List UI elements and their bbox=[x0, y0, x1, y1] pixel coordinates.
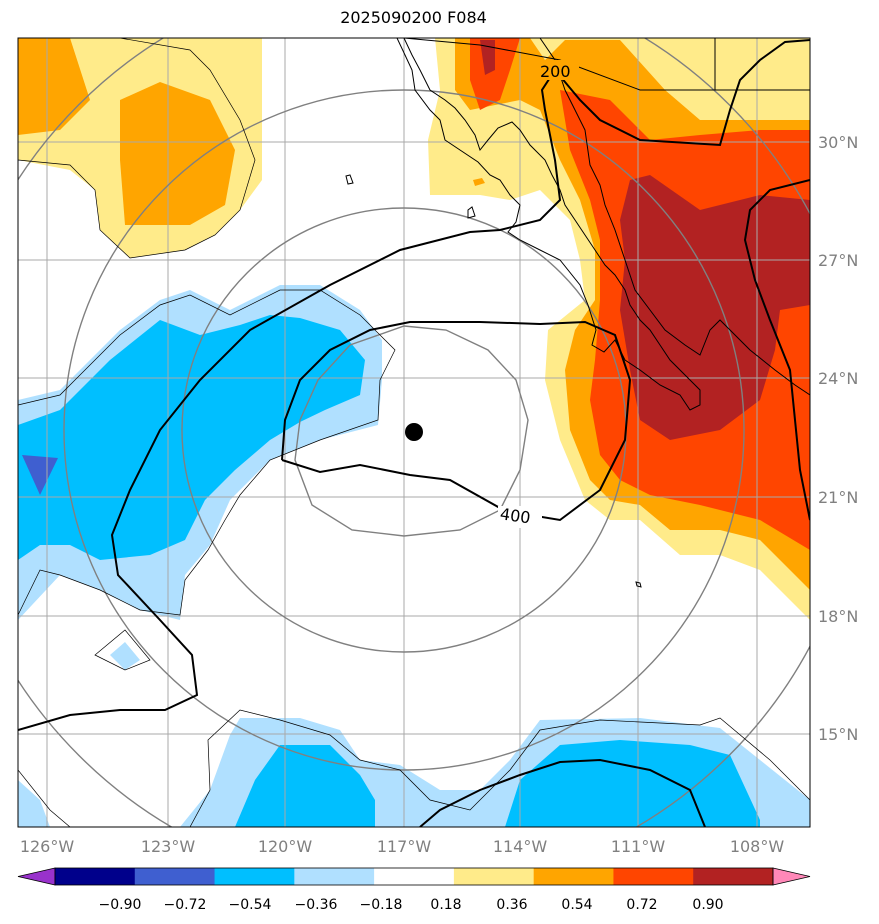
boundary-us-mexico bbox=[403, 38, 810, 91]
contour-400 bbox=[18, 39, 810, 731]
fill-lightblue-small bbox=[110, 642, 140, 670]
latitude-labels: 30°N 27°N 24°N 21°N 18°N 15°N bbox=[818, 133, 858, 744]
lat-label-15n: 15°N bbox=[818, 725, 858, 744]
outline-south bbox=[18, 709, 810, 827]
fill-firebrick-gulf bbox=[480, 40, 810, 440]
colorbar-label-neg-072: −0.72 bbox=[164, 897, 207, 913]
map-frame bbox=[17, 37, 811, 828]
colorbar-label-neg-036: −0.36 bbox=[295, 897, 338, 913]
lat-label-18n: 18°N bbox=[818, 607, 858, 626]
colorbar-label-054: 0.54 bbox=[561, 897, 592, 913]
lon-label-111w: 111°W bbox=[611, 837, 666, 856]
map-title: 2025090200 F084 bbox=[340, 8, 487, 27]
negative-anomaly-fills bbox=[18, 285, 810, 827]
colorbar-segment bbox=[453, 868, 535, 885]
map-area bbox=[18, 38, 810, 827]
outline-small-sw bbox=[94, 629, 151, 671]
colorbar-tick-labels: −0.90 −0.72 −0.54 −0.36 −0.18 0.18 0.36 … bbox=[99, 897, 724, 913]
lon-label-120w: 120°W bbox=[258, 837, 313, 856]
fill-orange-small bbox=[473, 178, 485, 186]
colorbar-segment bbox=[374, 868, 455, 885]
colorbar bbox=[17, 867, 811, 886]
colorbar-label-neg-054: −0.54 bbox=[229, 897, 272, 913]
colorbar-label-036: 0.36 bbox=[496, 897, 527, 913]
lat-label-27n: 27°N bbox=[818, 251, 858, 270]
island-3 bbox=[635, 581, 642, 588]
colorbar-frame bbox=[54, 867, 774, 886]
anomaly-outlines bbox=[18, 38, 810, 827]
fill-deepblue-south bbox=[235, 740, 760, 827]
lon-label-114w: 114°W bbox=[493, 837, 548, 856]
lon-label-126w: 126°W bbox=[20, 837, 75, 856]
range-ring-outer bbox=[63, 89, 745, 771]
colorbar-label-018: 0.18 bbox=[430, 897, 461, 913]
outline-nw bbox=[18, 38, 256, 259]
coastlines bbox=[345, 38, 810, 588]
colorbar-label-090: 0.90 bbox=[692, 897, 723, 913]
contour-label-400: 400 bbox=[499, 504, 532, 527]
island-1 bbox=[345, 174, 354, 185]
outline-west bbox=[18, 289, 396, 616]
contour-400-inner bbox=[281, 320, 632, 522]
contour-label-200-bg bbox=[537, 60, 579, 80]
fill-orange-nw-2 bbox=[120, 82, 235, 225]
colorbar-segment bbox=[533, 868, 614, 885]
lon-label-108w: 108°W bbox=[730, 837, 785, 856]
colorbar-label-072: 0.72 bbox=[626, 897, 657, 913]
colorbar-segment bbox=[294, 868, 375, 885]
contour-label-400-bg bbox=[498, 506, 542, 528]
colorbar-label-neg-018: −0.18 bbox=[360, 897, 403, 913]
lon-label-117w: 117°W bbox=[377, 837, 432, 856]
contour-right bbox=[743, 179, 810, 521]
lat-label-30n: 30°N bbox=[818, 133, 858, 152]
colorbar-segment bbox=[214, 868, 295, 885]
lon-label-123w: 123°W bbox=[141, 837, 196, 856]
storm-center-dot bbox=[405, 423, 423, 441]
fill-royalblue-west bbox=[22, 455, 58, 495]
longitude-labels: 126°W 123°W 120°W 117°W 114°W 111°W 108°… bbox=[20, 837, 785, 856]
colorbar-segment bbox=[55, 868, 136, 885]
range-ring-inner bbox=[294, 325, 529, 537]
contour-label-200: 200 bbox=[540, 62, 571, 81]
colorbar-extend-low bbox=[17, 867, 56, 886]
colorbar-segment bbox=[134, 868, 216, 885]
colorbar-extend-high bbox=[772, 867, 811, 886]
island-2 bbox=[467, 206, 476, 219]
colorbar-segment bbox=[613, 868, 694, 885]
lat-label-24n: 24°N bbox=[818, 369, 858, 388]
coastline-mainland-mexico bbox=[539, 38, 810, 396]
contour-south bbox=[419, 758, 706, 827]
colorbar-label-neg-090: −0.90 bbox=[99, 897, 142, 913]
positive-anomaly-fills bbox=[18, 38, 810, 620]
height-contours bbox=[18, 39, 810, 827]
lat-label-21n: 21°N bbox=[818, 488, 858, 507]
graticule bbox=[18, 38, 810, 827]
colorbar-segment bbox=[693, 868, 774, 885]
coastline-baja-west bbox=[396, 38, 701, 411]
fill-deepblue-west bbox=[18, 315, 365, 560]
